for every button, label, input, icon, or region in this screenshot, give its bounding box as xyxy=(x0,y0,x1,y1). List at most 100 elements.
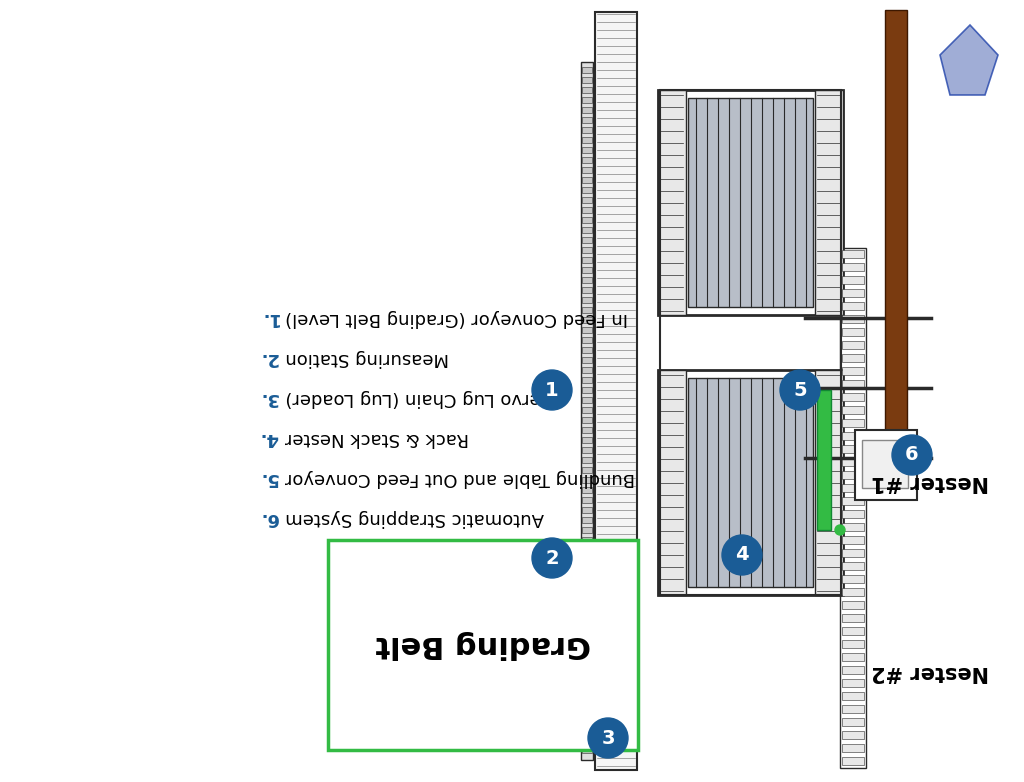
Text: Nester #2: Nester #2 xyxy=(871,662,989,682)
Bar xyxy=(582,657,592,663)
Bar xyxy=(842,471,864,479)
Bar xyxy=(842,562,864,570)
Bar xyxy=(582,437,592,443)
Bar xyxy=(582,377,592,383)
Text: Nester #1: Nester #1 xyxy=(871,472,989,492)
Bar xyxy=(582,737,592,743)
Bar xyxy=(842,718,864,726)
Bar xyxy=(582,487,592,493)
Bar xyxy=(582,367,592,373)
Bar xyxy=(582,157,592,163)
Bar xyxy=(582,647,592,653)
Bar xyxy=(658,90,843,315)
Bar xyxy=(815,370,843,595)
Bar xyxy=(582,707,592,713)
Bar xyxy=(582,327,592,333)
Bar xyxy=(582,747,592,753)
Bar xyxy=(582,287,592,293)
Circle shape xyxy=(892,435,932,475)
Bar xyxy=(842,679,864,687)
Circle shape xyxy=(588,718,628,758)
Bar xyxy=(842,354,864,362)
Bar xyxy=(582,77,592,83)
Bar xyxy=(688,378,813,587)
Bar xyxy=(842,653,864,661)
Text: 2: 2 xyxy=(545,548,559,568)
Bar xyxy=(842,276,864,284)
Bar xyxy=(842,393,864,401)
Bar xyxy=(582,87,592,93)
Bar xyxy=(817,390,831,530)
Bar xyxy=(842,744,864,752)
Bar xyxy=(582,567,592,573)
Circle shape xyxy=(722,535,762,575)
Text: 5.: 5. xyxy=(259,469,278,487)
Bar xyxy=(582,197,592,203)
Bar xyxy=(582,347,592,353)
Bar xyxy=(582,147,592,153)
Bar xyxy=(842,640,864,648)
Bar xyxy=(842,380,864,388)
Bar xyxy=(582,587,592,593)
Bar xyxy=(842,549,864,557)
Bar xyxy=(582,307,592,313)
Bar xyxy=(582,137,592,143)
Bar xyxy=(581,62,593,760)
Bar xyxy=(582,517,592,523)
Text: Bundling Table and Out Feed Conveyor: Bundling Table and Out Feed Conveyor xyxy=(285,469,635,487)
Bar xyxy=(582,107,592,113)
Bar xyxy=(582,557,592,563)
Bar xyxy=(582,417,592,423)
Bar xyxy=(582,387,592,393)
Bar xyxy=(842,406,864,414)
Bar xyxy=(582,257,592,263)
Bar xyxy=(862,440,908,488)
Bar xyxy=(582,407,592,413)
Bar xyxy=(582,497,592,503)
Bar xyxy=(842,445,864,453)
Text: 3.: 3. xyxy=(259,389,278,407)
Bar xyxy=(842,692,864,700)
Bar xyxy=(582,357,592,363)
Bar xyxy=(842,419,864,427)
Bar xyxy=(842,627,864,635)
Bar xyxy=(842,588,864,596)
Bar xyxy=(855,430,918,500)
Circle shape xyxy=(780,370,820,410)
Bar xyxy=(582,117,592,123)
Bar xyxy=(815,90,843,315)
Bar xyxy=(842,328,864,336)
Text: 5: 5 xyxy=(794,381,807,400)
Bar xyxy=(842,575,864,583)
Bar xyxy=(328,540,638,750)
Bar xyxy=(842,458,864,466)
Text: 1: 1 xyxy=(545,381,559,400)
Bar xyxy=(842,367,864,375)
Bar xyxy=(842,289,864,297)
Bar xyxy=(842,250,864,258)
Bar xyxy=(582,97,592,103)
Text: 2.: 2. xyxy=(259,349,278,367)
Bar xyxy=(842,601,864,609)
Bar xyxy=(688,98,813,307)
Bar xyxy=(582,187,592,193)
Bar xyxy=(582,317,592,323)
Text: 6.: 6. xyxy=(259,509,278,527)
Bar xyxy=(842,705,864,713)
Bar xyxy=(582,527,592,533)
Text: Servo Lug Chain (Lug Loader): Servo Lug Chain (Lug Loader) xyxy=(285,389,552,407)
Bar xyxy=(582,457,592,463)
Bar xyxy=(582,637,592,643)
Bar xyxy=(842,666,864,674)
Bar xyxy=(582,397,592,403)
Bar xyxy=(885,10,907,430)
Circle shape xyxy=(835,525,845,535)
Bar xyxy=(582,597,592,603)
Text: 1.: 1. xyxy=(259,309,278,327)
Bar xyxy=(582,447,592,453)
Text: 3: 3 xyxy=(601,729,614,748)
Circle shape xyxy=(532,538,572,578)
Text: Measuring Station: Measuring Station xyxy=(285,349,449,367)
Bar xyxy=(582,677,592,683)
Bar xyxy=(842,523,864,531)
